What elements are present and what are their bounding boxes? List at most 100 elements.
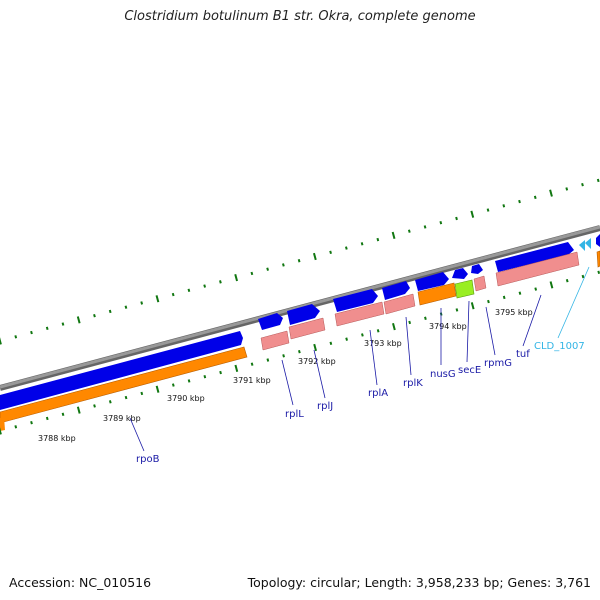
kbp-label: 3793 kbp — [364, 339, 402, 348]
tick-mark — [234, 273, 239, 282]
tick-mark — [470, 210, 475, 218]
tick-mark — [549, 189, 553, 197]
tick-mark — [250, 362, 254, 366]
tick-mark — [155, 385, 160, 393]
gene-label-secE[interactable]: secE — [458, 365, 481, 376]
cds-nusG[interactable] — [415, 272, 449, 291]
tick-mark — [533, 195, 537, 200]
tick-mark — [502, 204, 506, 208]
tick-mark — [93, 404, 96, 408]
kbp-label: 3788 kbp — [38, 434, 76, 443]
tick-mark — [549, 281, 554, 289]
gene-rplA[interactable] — [334, 301, 385, 327]
tick-mark — [345, 337, 348, 341]
cds-rplJ[interactable] — [287, 304, 320, 325]
cds-tuf[interactable] — [495, 242, 574, 272]
gene-label-rplJ[interactable]: rplJ — [317, 401, 333, 412]
gene-label-rpmG[interactable]: rpmG — [484, 358, 512, 369]
cds-rplL[interactable] — [258, 313, 283, 330]
gene-labels: rpoB rplL rplJ rplA rplK nusG secE rpmG … — [136, 341, 585, 465]
gene-label-cld1007[interactable]: CLD_1007 — [534, 341, 585, 352]
gene-label-nusG[interactable]: nusG — [430, 369, 456, 380]
cds-cld1007-b[interactable] — [585, 238, 591, 249]
gene-rplK[interactable] — [383, 293, 416, 315]
kbp-label: 3790 kbp — [167, 394, 205, 403]
cds-cld1007-a[interactable] — [579, 240, 585, 251]
tick-mark — [171, 292, 175, 297]
tick-mark — [376, 237, 380, 242]
tick-mark — [597, 270, 600, 275]
gene-label-rplA[interactable]: rplA — [368, 388, 388, 399]
rrna-nusG[interactable] — [417, 282, 457, 306]
tick-mark — [30, 330, 33, 335]
tick-mark — [171, 383, 175, 387]
tick-mark — [298, 349, 301, 354]
tick-mark — [486, 208, 490, 212]
tick-mark — [297, 259, 301, 263]
tick-mark — [581, 182, 584, 187]
kbp-label: 3791 kbp — [233, 376, 271, 385]
tick-mark — [0, 427, 2, 435]
kbp-label: 3794 kbp — [429, 322, 467, 331]
tick-mark — [14, 425, 18, 429]
tick-mark — [408, 320, 412, 325]
gene-track — [260, 251, 580, 351]
tick-mark — [45, 416, 49, 421]
cds-rpmG[interactable] — [471, 264, 483, 274]
cds-track-forward — [0, 234, 600, 410]
tick-mark — [30, 420, 33, 425]
tick-mark — [76, 406, 81, 414]
tick-mark — [61, 322, 65, 326]
tick-mark — [376, 329, 380, 333]
gene-label-rplL[interactable]: rplL — [285, 409, 304, 420]
rrna-rpoB[interactable] — [0, 346, 248, 424]
tick-mark — [502, 295, 506, 300]
misc-feature-secE[interactable] — [454, 279, 475, 299]
tick-mark — [344, 246, 348, 250]
rrna-edge[interactable] — [596, 250, 600, 268]
tick-mark — [250, 271, 254, 276]
tick-mark — [187, 379, 191, 383]
cds-rplK[interactable] — [382, 281, 410, 300]
tick-mark — [470, 302, 475, 310]
gene-label-rplK[interactable]: rplK — [403, 378, 423, 389]
outer-tick-ring — [0, 178, 600, 345]
gene-label-tuf[interactable]: tuf — [516, 349, 530, 360]
tick-mark — [392, 322, 396, 331]
gene-rplJ[interactable] — [288, 317, 326, 340]
tick-mark — [108, 309, 112, 314]
tick-mark — [266, 358, 270, 362]
tick-mark — [455, 308, 459, 312]
tick-mark — [140, 301, 144, 305]
tick-mark — [391, 231, 396, 240]
kbp-label: 3789 kbp — [103, 414, 141, 423]
gene-label-rpoB[interactable]: rpoB — [136, 454, 160, 465]
inner-tick-ring — [0, 270, 600, 435]
label-leaders — [129, 266, 590, 452]
cds-secE[interactable] — [452, 268, 468, 279]
gene-rpmG[interactable] — [473, 275, 487, 292]
tick-mark — [313, 343, 317, 352]
tick-mark — [565, 187, 569, 191]
rrna-track — [0, 250, 600, 424]
tick-mark — [329, 250, 332, 254]
cds-rpoB[interactable] — [0, 331, 243, 410]
tick-mark — [423, 225, 427, 229]
accession-text: Accession: NC_010516 — [9, 575, 152, 590]
cds-edge[interactable] — [596, 234, 600, 247]
cds-rplA[interactable] — [333, 289, 378, 312]
tick-mark — [124, 305, 128, 309]
tick-mark — [534, 287, 538, 291]
tick-mark — [203, 284, 207, 288]
tick-mark — [518, 199, 521, 204]
tick-mark — [0, 337, 2, 345]
tick-mark — [93, 313, 96, 318]
map-title: Clostridium botulinum B1 str. Okra, comp… — [124, 9, 476, 24]
tick-mark — [266, 267, 269, 271]
tick-mark — [108, 400, 112, 404]
tick-mark — [187, 288, 191, 293]
gene-tuf[interactable] — [495, 251, 580, 287]
gene-rplL[interactable] — [260, 330, 290, 351]
tick-mark — [455, 216, 458, 221]
